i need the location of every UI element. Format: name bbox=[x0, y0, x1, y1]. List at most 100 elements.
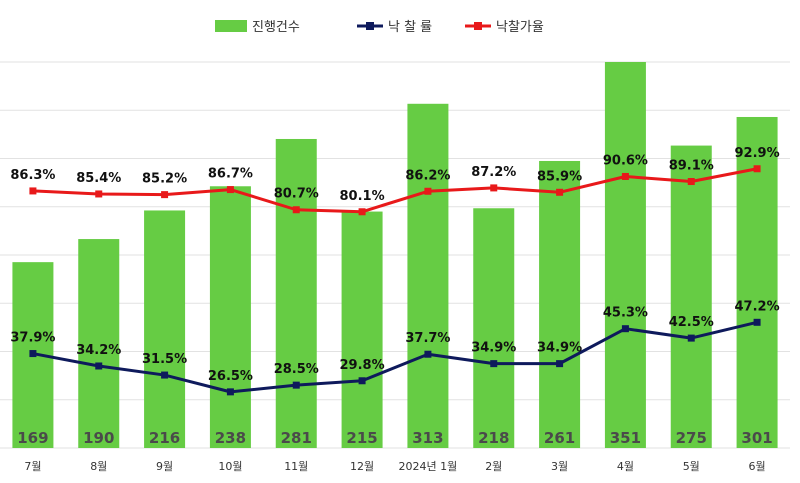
bar-1 bbox=[78, 239, 120, 448]
price-rate-point-4 bbox=[292, 206, 300, 214]
bar-2 bbox=[144, 210, 186, 448]
x-tick-label-6: 2024년 1월 bbox=[399, 460, 458, 473]
success-rate-point-7 bbox=[490, 360, 498, 368]
success-rate-point-11 bbox=[753, 318, 761, 326]
bar-9 bbox=[604, 62, 646, 448]
success-rate-point-2 bbox=[161, 371, 169, 379]
price-rate-point-1 bbox=[95, 190, 103, 198]
success-rate-point-3 bbox=[226, 388, 234, 396]
x-tick-label-2: 9월 bbox=[156, 460, 173, 473]
bar-6 bbox=[407, 103, 449, 448]
success-rate-value-label-6: 37.7% bbox=[405, 331, 450, 346]
price-rate-point-9 bbox=[621, 172, 629, 180]
price-rate-value-label-7: 87.2% bbox=[471, 165, 516, 180]
success-rate-value-label-5: 29.8% bbox=[340, 358, 385, 373]
bar-value-label-3: 238 bbox=[215, 429, 246, 447]
success-rate-point-9 bbox=[621, 325, 629, 333]
price-rate-value-label-2: 85.2% bbox=[142, 172, 187, 187]
success-rate-point-4 bbox=[292, 381, 300, 389]
price-rate-value-label-3: 86.7% bbox=[208, 167, 253, 182]
bar-value-label-9: 351 bbox=[610, 429, 641, 447]
price-rate-value-label-1: 85.4% bbox=[76, 171, 121, 186]
success-rate-value-label-11: 47.2% bbox=[735, 299, 780, 314]
x-tick-label-0: 7월 bbox=[24, 460, 41, 473]
x-tick-label-3: 10월 bbox=[218, 460, 242, 473]
success-rate-value-label-3: 26.5% bbox=[208, 369, 253, 384]
bar-value-label-0: 169 bbox=[17, 429, 48, 447]
price-rate-point-10 bbox=[687, 178, 695, 186]
success-rate-point-8 bbox=[556, 360, 564, 368]
price-rate-point-2 bbox=[161, 191, 169, 199]
price-rate-point-8 bbox=[556, 188, 564, 196]
gridlines bbox=[0, 61, 790, 449]
line-series-group bbox=[29, 165, 761, 396]
legend-marker-success-rate bbox=[366, 22, 374, 30]
bar-series-group bbox=[12, 62, 778, 449]
bar-value-label-1: 190 bbox=[83, 429, 114, 447]
bar-value-label-6: 313 bbox=[412, 429, 443, 447]
legend-item-success-rate: 낙 찰 률 bbox=[357, 20, 432, 35]
x-tick-label-8: 3월 bbox=[551, 460, 568, 473]
price-rate-point-11 bbox=[753, 165, 761, 173]
success-rate-line bbox=[32, 320, 758, 394]
success-rate-point-0 bbox=[29, 350, 37, 358]
price-rate-line bbox=[32, 167, 758, 214]
price-rate-value-label-0: 86.3% bbox=[10, 168, 55, 183]
legend: 진행건수 낙 찰 률 낙찰가율 bbox=[215, 19, 544, 35]
x-tick-label-5: 12월 bbox=[350, 460, 374, 473]
price-rate-point-7 bbox=[490, 184, 498, 192]
bar-value-label-5: 215 bbox=[346, 429, 377, 447]
bar-value-label-2: 216 bbox=[149, 429, 180, 447]
success-rate-value-label-7: 34.9% bbox=[471, 341, 516, 356]
bar-7 bbox=[473, 208, 515, 448]
legend-label-bars: 진행건수 bbox=[252, 19, 300, 35]
bar-8 bbox=[539, 160, 581, 448]
legend-item-price-rate: 낙찰가율 bbox=[465, 20, 544, 35]
bar-value-label-7: 218 bbox=[478, 429, 509, 447]
success-rate-point-1 bbox=[95, 362, 103, 370]
success-rate-value-label-9: 45.3% bbox=[603, 306, 648, 321]
legend-label-success-rate: 낙 찰 률 bbox=[388, 20, 432, 35]
price-rate-value-label-9: 90.6% bbox=[603, 153, 648, 168]
success-rate-value-label-0: 37.9% bbox=[10, 331, 55, 346]
legend-label-price-rate: 낙찰가율 bbox=[496, 20, 544, 35]
x-axis-ticks: 7월 8월 9월 10월 11월 12월 2024년 1월 2월 3월 4월 5월 6월 bbox=[24, 460, 765, 473]
x-tick-label-1: 8월 bbox=[90, 460, 107, 473]
price-rate-point-6 bbox=[424, 187, 432, 195]
legend-marker-price-rate bbox=[474, 22, 482, 30]
x-tick-label-4: 11월 bbox=[284, 460, 308, 473]
success-rate-point-5 bbox=[358, 377, 366, 385]
price-rate-value-label-4: 80.7% bbox=[274, 187, 319, 202]
bar-3 bbox=[209, 186, 251, 448]
legend-swatch-bars bbox=[215, 20, 247, 32]
bar-value-label-11: 301 bbox=[741, 429, 772, 447]
success-rate-point-6 bbox=[424, 350, 432, 358]
price-rate-point-5 bbox=[358, 208, 366, 216]
success-rate-value-label-2: 31.5% bbox=[142, 352, 187, 367]
success-rate-value-label-8: 34.9% bbox=[537, 341, 582, 356]
bar-value-label-8: 261 bbox=[544, 429, 575, 447]
x-tick-label-7: 2월 bbox=[485, 460, 502, 473]
legend-item-bars: 진행건수 bbox=[215, 19, 300, 35]
bar-10 bbox=[670, 145, 712, 448]
bar-value-label-10: 275 bbox=[676, 429, 707, 447]
price-rate-value-label-11: 92.9% bbox=[735, 146, 780, 161]
price-rate-point-0 bbox=[29, 187, 37, 195]
price-rate-value-label-8: 85.9% bbox=[537, 169, 582, 184]
success-rate-value-label-10: 42.5% bbox=[669, 315, 714, 330]
price-rate-value-label-10: 89.1% bbox=[669, 159, 714, 174]
data-labels-group: 169 190 216 238 281 215 313 218 261 351 275 301 86.3… bbox=[10, 146, 779, 447]
price-rate-value-label-6: 86.2% bbox=[405, 168, 450, 183]
x-tick-label-9: 4월 bbox=[617, 460, 634, 473]
success-rate-point-10 bbox=[687, 334, 695, 342]
bar-5 bbox=[341, 211, 383, 448]
price-rate-value-label-5: 80.1% bbox=[340, 189, 385, 204]
x-tick-label-11: 6월 bbox=[749, 460, 766, 473]
bar-value-label-4: 281 bbox=[281, 429, 312, 447]
success-rate-value-label-1: 34.2% bbox=[76, 343, 121, 358]
price-rate-point-3 bbox=[226, 186, 234, 194]
bar-4 bbox=[275, 138, 317, 449]
x-tick-label-10: 5월 bbox=[683, 460, 700, 473]
success-rate-value-label-4: 28.5% bbox=[274, 362, 319, 377]
